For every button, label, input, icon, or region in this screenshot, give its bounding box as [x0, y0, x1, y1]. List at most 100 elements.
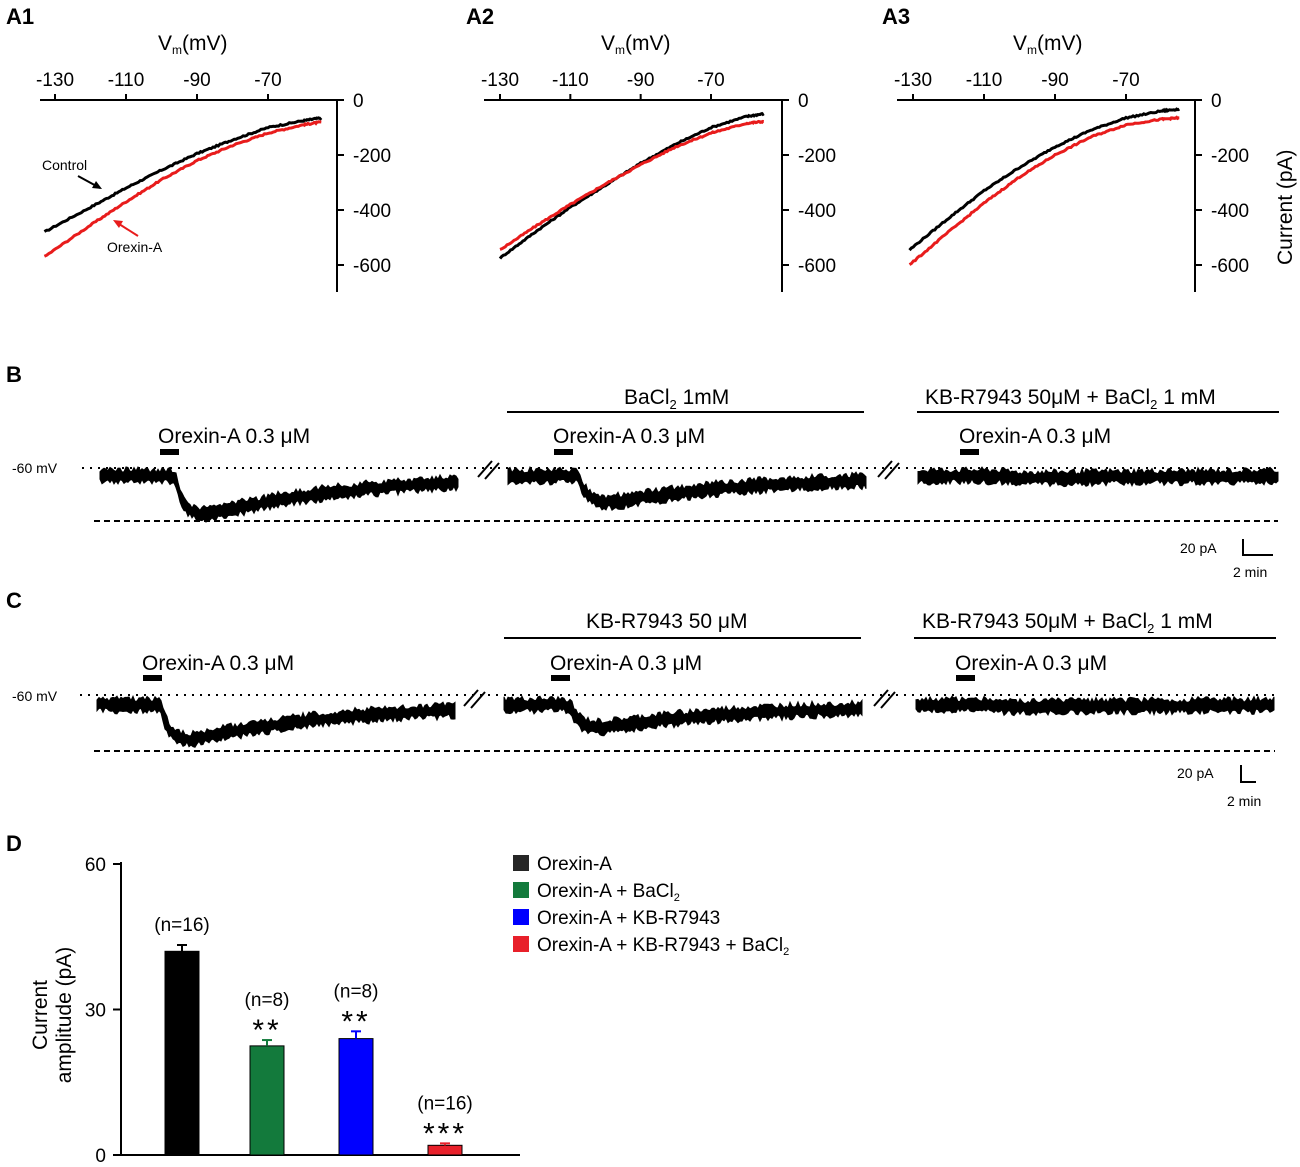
bath-label-kbr-bacl2: KB-R7943 50μM + BaCl2 1 mM — [925, 386, 1216, 412]
panel-label-a2: A2 — [466, 4, 494, 29]
drug-label: Orexin-A 0.3 μM — [955, 652, 1107, 675]
iv-y-tick-label: -200 — [1211, 146, 1249, 167]
iv-y-tick-label: -400 — [353, 201, 391, 222]
panel-label-b: B — [6, 362, 22, 387]
legend-label: Orexin-A + KB-R7943 + BaCl2 — [537, 935, 789, 958]
significance-label: *** — [423, 1117, 467, 1150]
scale-bar — [1242, 539, 1273, 556]
iv-x-tick-label: -130 — [36, 70, 74, 91]
panel-label-c: C — [6, 588, 22, 613]
bar — [338, 1038, 374, 1156]
scale-x-label: 2 min — [1233, 564, 1267, 580]
drug-application-bar — [554, 449, 573, 455]
iv-y-tick-label: 0 — [1211, 91, 1222, 112]
iv-ylabel: Current (pA) — [1274, 149, 1297, 265]
orexin-arrowhead — [113, 220, 123, 228]
control-iv-curve — [908, 107, 1181, 252]
legend: Orexin-A Orexin-A + BaCl2 Orexin-A + KB-R7… — [513, 854, 789, 958]
panel-label-a1: A1 — [6, 4, 34, 29]
legend-label: Orexin-A + KB-R7943 — [537, 908, 720, 929]
n-label: (n=8) — [245, 990, 290, 1011]
iv-x-tick-label: -110 — [552, 70, 589, 91]
current-traces-b — [99, 465, 1279, 523]
iv-plot-a1: Vm(mV) -130 -110 -90 -70 0 -200 -400 -600 Contr… — [36, 32, 391, 292]
iv-y-tick-label: -600 — [353, 256, 391, 277]
bar-y-tick-label: 0 — [95, 1146, 106, 1167]
bath-label-bacl2: BaCl2 1mM — [624, 386, 729, 412]
drug-label: Orexin-A 0.3 μM — [550, 652, 702, 675]
panel-label-d: D — [6, 831, 22, 856]
drug-application-bar — [160, 449, 179, 455]
iv-plot-a2: Vm(mV) -130 -110 -90 -70 0 -200 -400 -600 — [481, 32, 836, 292]
iv-y-tick-label: -600 — [798, 256, 836, 277]
control-iv-curve — [498, 111, 765, 260]
iv-x-tick-label: -90 — [627, 70, 654, 91]
iv-y-tick-label: -200 — [798, 146, 836, 167]
n-label: (n=16) — [417, 1093, 472, 1114]
drug-application-bar — [143, 675, 162, 681]
panel-label-a3: A3 — [882, 4, 910, 29]
iv-xlabel: Vm(mV) — [158, 32, 228, 57]
iv-x-tick-label: -110 — [966, 70, 1003, 91]
iv-xlabel: Vm(mV) — [1013, 32, 1083, 57]
legend-swatch — [513, 855, 529, 871]
control-arrowhead — [92, 181, 102, 189]
iv-x-tick-label: -130 — [894, 70, 932, 91]
iv-x-tick-label: -70 — [254, 70, 281, 91]
iv-x-tick-label: -110 — [108, 70, 145, 91]
control-label: Control — [42, 157, 87, 173]
legend-swatch — [513, 936, 529, 952]
scale-x-label: 2 min — [1227, 793, 1261, 809]
iv-y-tick-label: -400 — [1211, 201, 1249, 222]
scale-y-label: 20 pA — [1177, 765, 1214, 781]
orexin-iv-curve — [499, 119, 764, 251]
legend-swatch — [513, 909, 529, 925]
orexin-iv-curve — [908, 115, 1180, 266]
current-trace — [96, 695, 456, 748]
current-trace — [507, 466, 867, 511]
legend-label: Orexin-A — [537, 854, 612, 875]
current-trace — [503, 695, 863, 737]
iv-x-tick-label: -90 — [1041, 70, 1068, 91]
iv-plot-a3: Vm(mV) -130 -110 -90 -70 0 -200 -400 -600 Curre… — [894, 32, 1297, 292]
orexin-label: Orexin-A — [107, 239, 163, 255]
drug-label: Orexin-A 0.3 μM — [142, 652, 294, 675]
drug-application-bar — [960, 449, 979, 455]
bar — [164, 950, 200, 1156]
axis-break — [877, 460, 900, 480]
drug-label: Orexin-A 0.3 μM — [553, 425, 705, 448]
iv-y-tick-label: -400 — [798, 201, 836, 222]
iv-x-tick-label: -130 — [481, 70, 519, 91]
bath-label-kbr-bacl2: KB-R7943 50μM + BaCl2 1 mM — [922, 610, 1213, 636]
drug-application-bar — [956, 675, 975, 681]
bar-chart: 0 30 60 (n=16) ** (n=8) ** (n=8) *** (n=16) Curr… — [29, 855, 520, 1167]
drug-label: Orexin-A 0.3 μM — [959, 425, 1111, 448]
scale-bar — [1240, 765, 1256, 783]
bar-ylabel-line1: Current — [29, 980, 52, 1050]
n-label: (n=16) — [154, 915, 209, 936]
control-iv-curve — [43, 116, 323, 233]
iv-xlabel: Vm(mV) — [601, 32, 671, 57]
current-trace — [915, 695, 1275, 717]
drug-label: Orexin-A 0.3 μM — [158, 425, 310, 448]
iv-x-tick-label: -90 — [183, 70, 210, 91]
current-trace — [99, 465, 459, 523]
legend-swatch — [513, 882, 529, 898]
current-trace — [917, 466, 1279, 488]
iv-x-tick-label: -70 — [1112, 70, 1139, 91]
iv-x-tick-label: -70 — [697, 70, 724, 91]
holding-potential-label: -60 mV — [12, 688, 58, 704]
iv-y-tick-label: 0 — [353, 91, 364, 112]
axis-break — [477, 460, 500, 480]
iv-y-tick-label: -200 — [353, 146, 391, 167]
bar-ylabel-line2: amplitude (pA) — [53, 947, 76, 1084]
scale-y-label: 20 pA — [1180, 540, 1217, 556]
axis-break — [463, 689, 486, 709]
drug-application-bar — [551, 675, 570, 681]
bar — [249, 1045, 285, 1156]
bar-y-tick-label: 30 — [85, 1001, 106, 1022]
legend-label: Orexin-A + BaCl2 — [537, 881, 680, 904]
orexin-iv-curve — [43, 120, 322, 258]
iv-y-tick-label: -600 — [1211, 256, 1249, 277]
